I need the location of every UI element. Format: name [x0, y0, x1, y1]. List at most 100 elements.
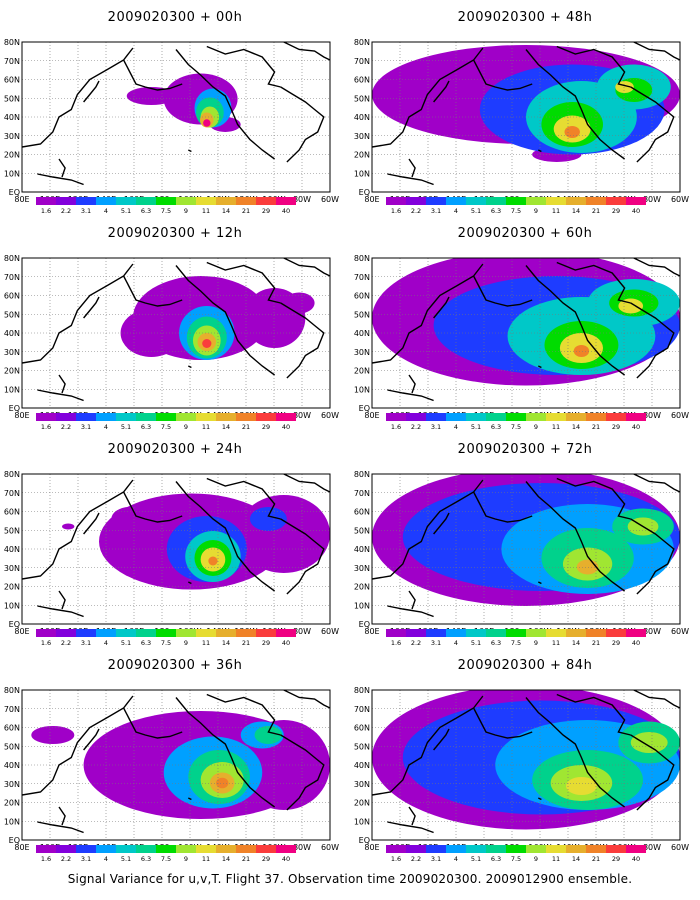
- legend-swatch: [446, 629, 466, 637]
- legend-label: 11: [552, 855, 560, 863]
- lat-tick-label: 30N: [354, 132, 370, 141]
- legend-label: 14: [222, 207, 230, 215]
- legend-label: 7.5: [511, 207, 521, 215]
- legend-label: 14: [572, 423, 580, 431]
- legend-swatch: [176, 629, 196, 637]
- coastline: [633, 258, 680, 277]
- legend-swatch: [566, 629, 586, 637]
- lat-tick-label: EQ: [9, 620, 20, 629]
- coastline: [372, 263, 484, 364]
- lat-tick-label: 10N: [354, 385, 370, 394]
- coastline: [433, 80, 450, 103]
- legend-swatch: [116, 845, 136, 853]
- legend-swatch: [606, 197, 626, 205]
- legend-swatch: [96, 629, 116, 637]
- lon-tick-label: 60W: [671, 195, 689, 204]
- legend-label: 1.6: [41, 207, 51, 215]
- legend-swatch: [236, 197, 256, 205]
- legend-label: 7.5: [161, 423, 171, 431]
- lat-tick-label: 20N: [354, 583, 370, 592]
- legend-swatch: [546, 197, 566, 205]
- legend-label: 4: [104, 423, 108, 431]
- legend-label: 29: [262, 423, 270, 431]
- legend-swatch: [136, 845, 156, 853]
- lat-tick-label: 40N: [354, 761, 370, 770]
- lat-tick-label: 20N: [4, 367, 20, 376]
- legend-swatch: [546, 629, 566, 637]
- legend-label: 21: [592, 855, 600, 863]
- field-contours: [120, 276, 315, 360]
- legend-label: 29: [612, 639, 620, 647]
- legend-label: 2.2: [61, 639, 71, 647]
- coastline: [630, 734, 675, 811]
- lat-tick-label: 50N: [4, 526, 20, 535]
- lat-tick-label: 50N: [4, 742, 20, 751]
- legend-label: 2.2: [411, 423, 421, 431]
- coastlines: [372, 42, 680, 186]
- legend-swatch: [386, 845, 406, 853]
- lat-tick-label: 40N: [354, 545, 370, 554]
- lat-tick-label: 70N: [4, 705, 20, 714]
- lon-tick-label: 80E: [364, 627, 379, 636]
- map-svg: 80N70N60N50N40N30N20N10NEQ80E100E120E140…: [4, 686, 339, 863]
- legend-label: 1.6: [391, 855, 401, 863]
- legend-swatch: [526, 197, 546, 205]
- panel-title: 2009020300 + 60h: [457, 226, 593, 241]
- coastline: [408, 806, 416, 826]
- legend-swatch: [36, 413, 56, 421]
- legend-swatch: [426, 197, 446, 205]
- lon-tick-label: 60W: [671, 627, 689, 636]
- coastline: [206, 261, 281, 304]
- lon-tick-label: 80E: [14, 627, 29, 636]
- coastline: [525, 265, 626, 376]
- coastline: [280, 302, 325, 379]
- lat-tick-label: 80N: [354, 470, 370, 479]
- legend-swatch: [196, 197, 216, 205]
- legend-swatch: [96, 197, 116, 205]
- coastline: [525, 481, 626, 592]
- legend-label: 21: [592, 639, 600, 647]
- lat-tick-label: 80N: [4, 254, 20, 263]
- legend-label: 7.5: [511, 855, 521, 863]
- legend-swatch: [136, 413, 156, 421]
- coastline: [22, 479, 134, 580]
- legend-swatch: [256, 629, 276, 637]
- legend-label: 5.1: [121, 423, 131, 431]
- legend-label: 3.1: [81, 207, 91, 215]
- legend-swatch: [96, 845, 116, 853]
- coastlines: [372, 474, 680, 618]
- lat-tick-label: 80N: [354, 254, 370, 263]
- lat-tick-label: 50N: [4, 310, 20, 319]
- coastline: [408, 590, 416, 610]
- legend-label: 14: [222, 423, 230, 431]
- contour-region: [62, 523, 75, 530]
- legend-label: 9: [184, 639, 188, 647]
- legend-swatch: [276, 629, 296, 637]
- legend-swatch: [156, 197, 176, 205]
- legend-label: 29: [612, 207, 620, 215]
- lat-tick-label: 60N: [4, 508, 20, 517]
- lat-tick-label: 50N: [354, 310, 370, 319]
- coastline: [280, 518, 325, 595]
- field-contours: [126, 73, 241, 132]
- lat-tick-label: 20N: [4, 151, 20, 160]
- legend-label: 21: [592, 423, 600, 431]
- lat-tick-label: 60N: [4, 724, 20, 733]
- legend-label: 4: [104, 207, 108, 215]
- legend-label: 6.3: [141, 207, 151, 215]
- legend-swatch: [566, 845, 586, 853]
- legend-label: 5.1: [471, 639, 481, 647]
- legend-label: 7.5: [511, 639, 521, 647]
- map-frame: [21, 473, 331, 625]
- map-frame: [21, 257, 331, 409]
- legend-label: 14: [572, 207, 580, 215]
- coastline: [187, 797, 192, 801]
- coastline: [408, 158, 416, 178]
- lat-tick-label: 80N: [4, 470, 20, 479]
- legend-swatch: [486, 197, 506, 205]
- legend-label: 40: [632, 639, 640, 647]
- legend-label: 40: [282, 423, 290, 431]
- lat-tick-label: 50N: [354, 742, 370, 751]
- lon-tick-label: 80W: [643, 843, 661, 852]
- coastline: [372, 695, 484, 796]
